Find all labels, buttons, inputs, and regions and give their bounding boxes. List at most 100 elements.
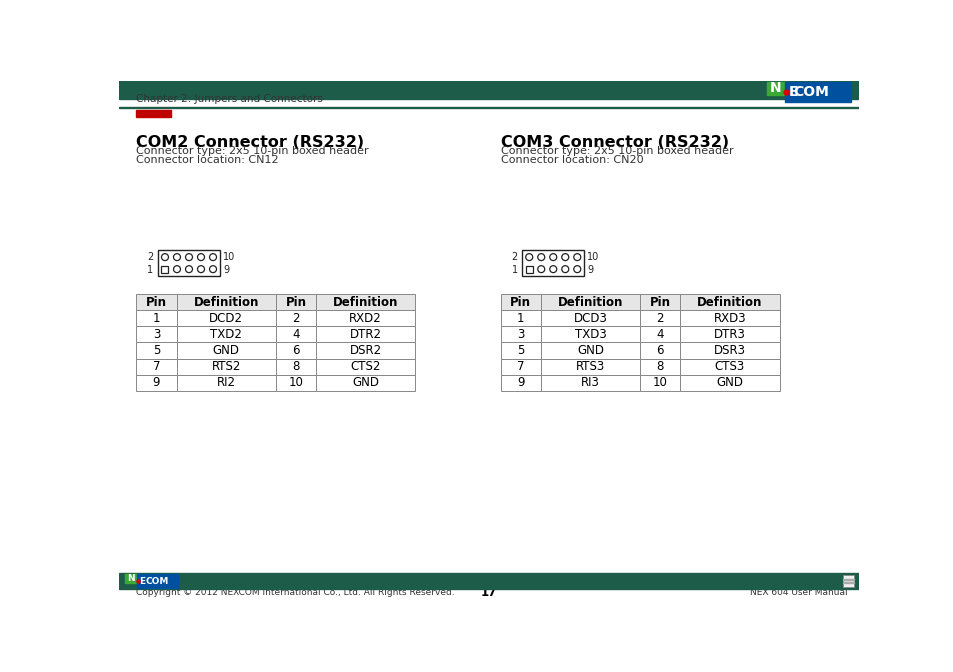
Bar bbox=[540, 359, 639, 375]
Text: Connector location: CN12: Connector location: CN12 bbox=[136, 155, 278, 165]
Text: 7: 7 bbox=[517, 360, 524, 373]
Text: DTR3: DTR3 bbox=[713, 328, 745, 341]
Text: 1: 1 bbox=[147, 265, 153, 275]
Text: GND: GND bbox=[577, 344, 603, 357]
Bar bbox=[500, 375, 540, 391]
Text: Definition: Definition bbox=[333, 296, 398, 308]
Text: 17: 17 bbox=[480, 586, 497, 599]
Text: RXD3: RXD3 bbox=[713, 312, 745, 325]
Text: GND: GND bbox=[213, 344, 239, 357]
Text: 3: 3 bbox=[517, 328, 524, 341]
Text: TXD2: TXD2 bbox=[210, 328, 242, 341]
Bar bbox=[784, 82, 850, 102]
Bar bbox=[315, 327, 415, 343]
Text: CTS2: CTS2 bbox=[350, 360, 380, 373]
Text: 1: 1 bbox=[517, 312, 524, 325]
Text: 2: 2 bbox=[292, 312, 299, 325]
Bar bbox=[842, 579, 853, 581]
Text: Definition: Definition bbox=[558, 296, 622, 308]
Bar bbox=[315, 294, 415, 310]
Text: 2: 2 bbox=[147, 251, 153, 261]
Text: COM: COM bbox=[793, 85, 828, 99]
Bar bbox=[500, 294, 540, 310]
Text: COM: COM bbox=[145, 577, 169, 585]
Text: Connector type: 2x5 10-pin boxed header: Connector type: 2x5 10-pin boxed header bbox=[136, 146, 369, 156]
Bar bbox=[315, 375, 415, 391]
Text: 9: 9 bbox=[587, 265, 593, 275]
Text: DSR3: DSR3 bbox=[713, 344, 745, 357]
Bar bbox=[315, 359, 415, 375]
Text: N: N bbox=[769, 81, 781, 95]
Bar bbox=[315, 343, 415, 359]
Text: NEX 604 User Manual: NEX 604 User Manual bbox=[749, 588, 847, 597]
Text: 9: 9 bbox=[152, 376, 160, 389]
Bar bbox=[158, 250, 220, 276]
Bar bbox=[525, 265, 532, 273]
Bar bbox=[679, 310, 779, 327]
Bar bbox=[540, 343, 639, 359]
Bar bbox=[679, 375, 779, 391]
Bar bbox=[679, 359, 779, 375]
Text: 10: 10 bbox=[223, 251, 235, 261]
Text: 10: 10 bbox=[587, 251, 599, 261]
Text: 1: 1 bbox=[152, 312, 160, 325]
Bar bbox=[136, 375, 176, 391]
Text: 5: 5 bbox=[152, 344, 160, 357]
Text: Copyright © 2012 NEXCOM International Co., Ltd. All Rights Reserved.: Copyright © 2012 NEXCOM International Co… bbox=[136, 588, 455, 597]
Bar bbox=[119, 81, 858, 91]
Text: 8: 8 bbox=[292, 360, 299, 373]
Text: RTS2: RTS2 bbox=[212, 360, 241, 373]
Text: 8: 8 bbox=[656, 360, 663, 373]
Bar bbox=[137, 574, 178, 588]
Text: Definition: Definition bbox=[193, 296, 258, 308]
Text: 7: 7 bbox=[152, 360, 160, 373]
Bar bbox=[679, 327, 779, 343]
Bar bbox=[766, 82, 784, 95]
Text: GND: GND bbox=[352, 376, 378, 389]
Text: RTS3: RTS3 bbox=[576, 360, 604, 373]
Text: 6: 6 bbox=[656, 344, 663, 357]
Bar bbox=[500, 359, 540, 375]
Text: COM2 Connector (RS232): COM2 Connector (RS232) bbox=[136, 134, 364, 150]
Text: CTS3: CTS3 bbox=[714, 360, 744, 373]
Bar bbox=[639, 310, 679, 327]
Bar bbox=[275, 359, 315, 375]
Bar bbox=[119, 107, 858, 108]
Bar bbox=[275, 310, 315, 327]
Bar bbox=[639, 343, 679, 359]
Bar bbox=[315, 310, 415, 327]
Bar bbox=[176, 310, 275, 327]
Bar bbox=[176, 343, 275, 359]
Bar bbox=[540, 327, 639, 343]
Bar bbox=[639, 375, 679, 391]
Bar bbox=[275, 327, 315, 343]
Bar bbox=[275, 375, 315, 391]
Text: RI2: RI2 bbox=[216, 376, 235, 389]
Bar bbox=[679, 343, 779, 359]
Bar bbox=[136, 310, 176, 327]
Bar bbox=[119, 91, 858, 108]
Text: 10: 10 bbox=[652, 376, 667, 389]
Bar bbox=[639, 294, 679, 310]
Bar bbox=[161, 265, 169, 273]
Bar bbox=[176, 327, 275, 343]
Bar bbox=[136, 343, 176, 359]
Bar bbox=[136, 294, 176, 310]
Bar bbox=[136, 327, 176, 343]
Bar bbox=[500, 310, 540, 327]
Bar bbox=[639, 359, 679, 375]
Bar bbox=[679, 294, 779, 310]
Text: Connector type: 2x5 10-pin boxed header: Connector type: 2x5 10-pin boxed header bbox=[500, 146, 733, 156]
Bar bbox=[176, 359, 275, 375]
Text: TXD3: TXD3 bbox=[574, 328, 606, 341]
Text: 9: 9 bbox=[223, 265, 229, 275]
Bar bbox=[125, 574, 137, 583]
Text: 1: 1 bbox=[511, 265, 517, 275]
Text: 2: 2 bbox=[656, 312, 663, 325]
Bar bbox=[540, 294, 639, 310]
Text: 6: 6 bbox=[292, 344, 299, 357]
Text: Pin: Pin bbox=[510, 296, 531, 308]
Bar bbox=[500, 343, 540, 359]
Text: 4: 4 bbox=[292, 328, 299, 341]
Bar bbox=[119, 573, 858, 589]
